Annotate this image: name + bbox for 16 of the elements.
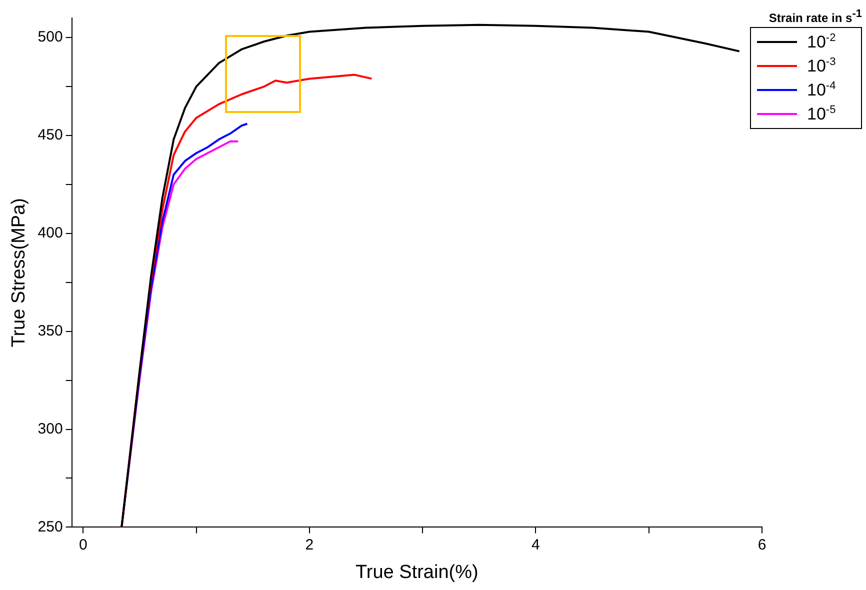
y-tick-label: 500: [38, 28, 63, 46]
legend-label: 10$^{-2}$: [807, 32, 836, 52]
x-tick-label: 6: [758, 536, 766, 554]
y-tick-label: 250: [38, 518, 63, 536]
x-axis-title: True Strain(%): [356, 562, 478, 583]
y-tick-label: 300: [38, 420, 63, 438]
legend-label: 10$^{-3}$: [807, 56, 836, 76]
x-tick-label: 0: [78, 536, 88, 554]
legend-label: 10$^{-5}$: [807, 104, 836, 124]
y-axis-title: True Stress(MPa): [8, 198, 30, 348]
x-tick-label: 2: [305, 536, 314, 554]
y-tick-label: 350: [38, 322, 63, 340]
x-tick-label: 4: [532, 536, 540, 554]
y-tick-label: 450: [38, 126, 63, 144]
y-tick-label: 400: [38, 224, 63, 242]
legend-label: 10$^{-4}$: [807, 80, 836, 100]
